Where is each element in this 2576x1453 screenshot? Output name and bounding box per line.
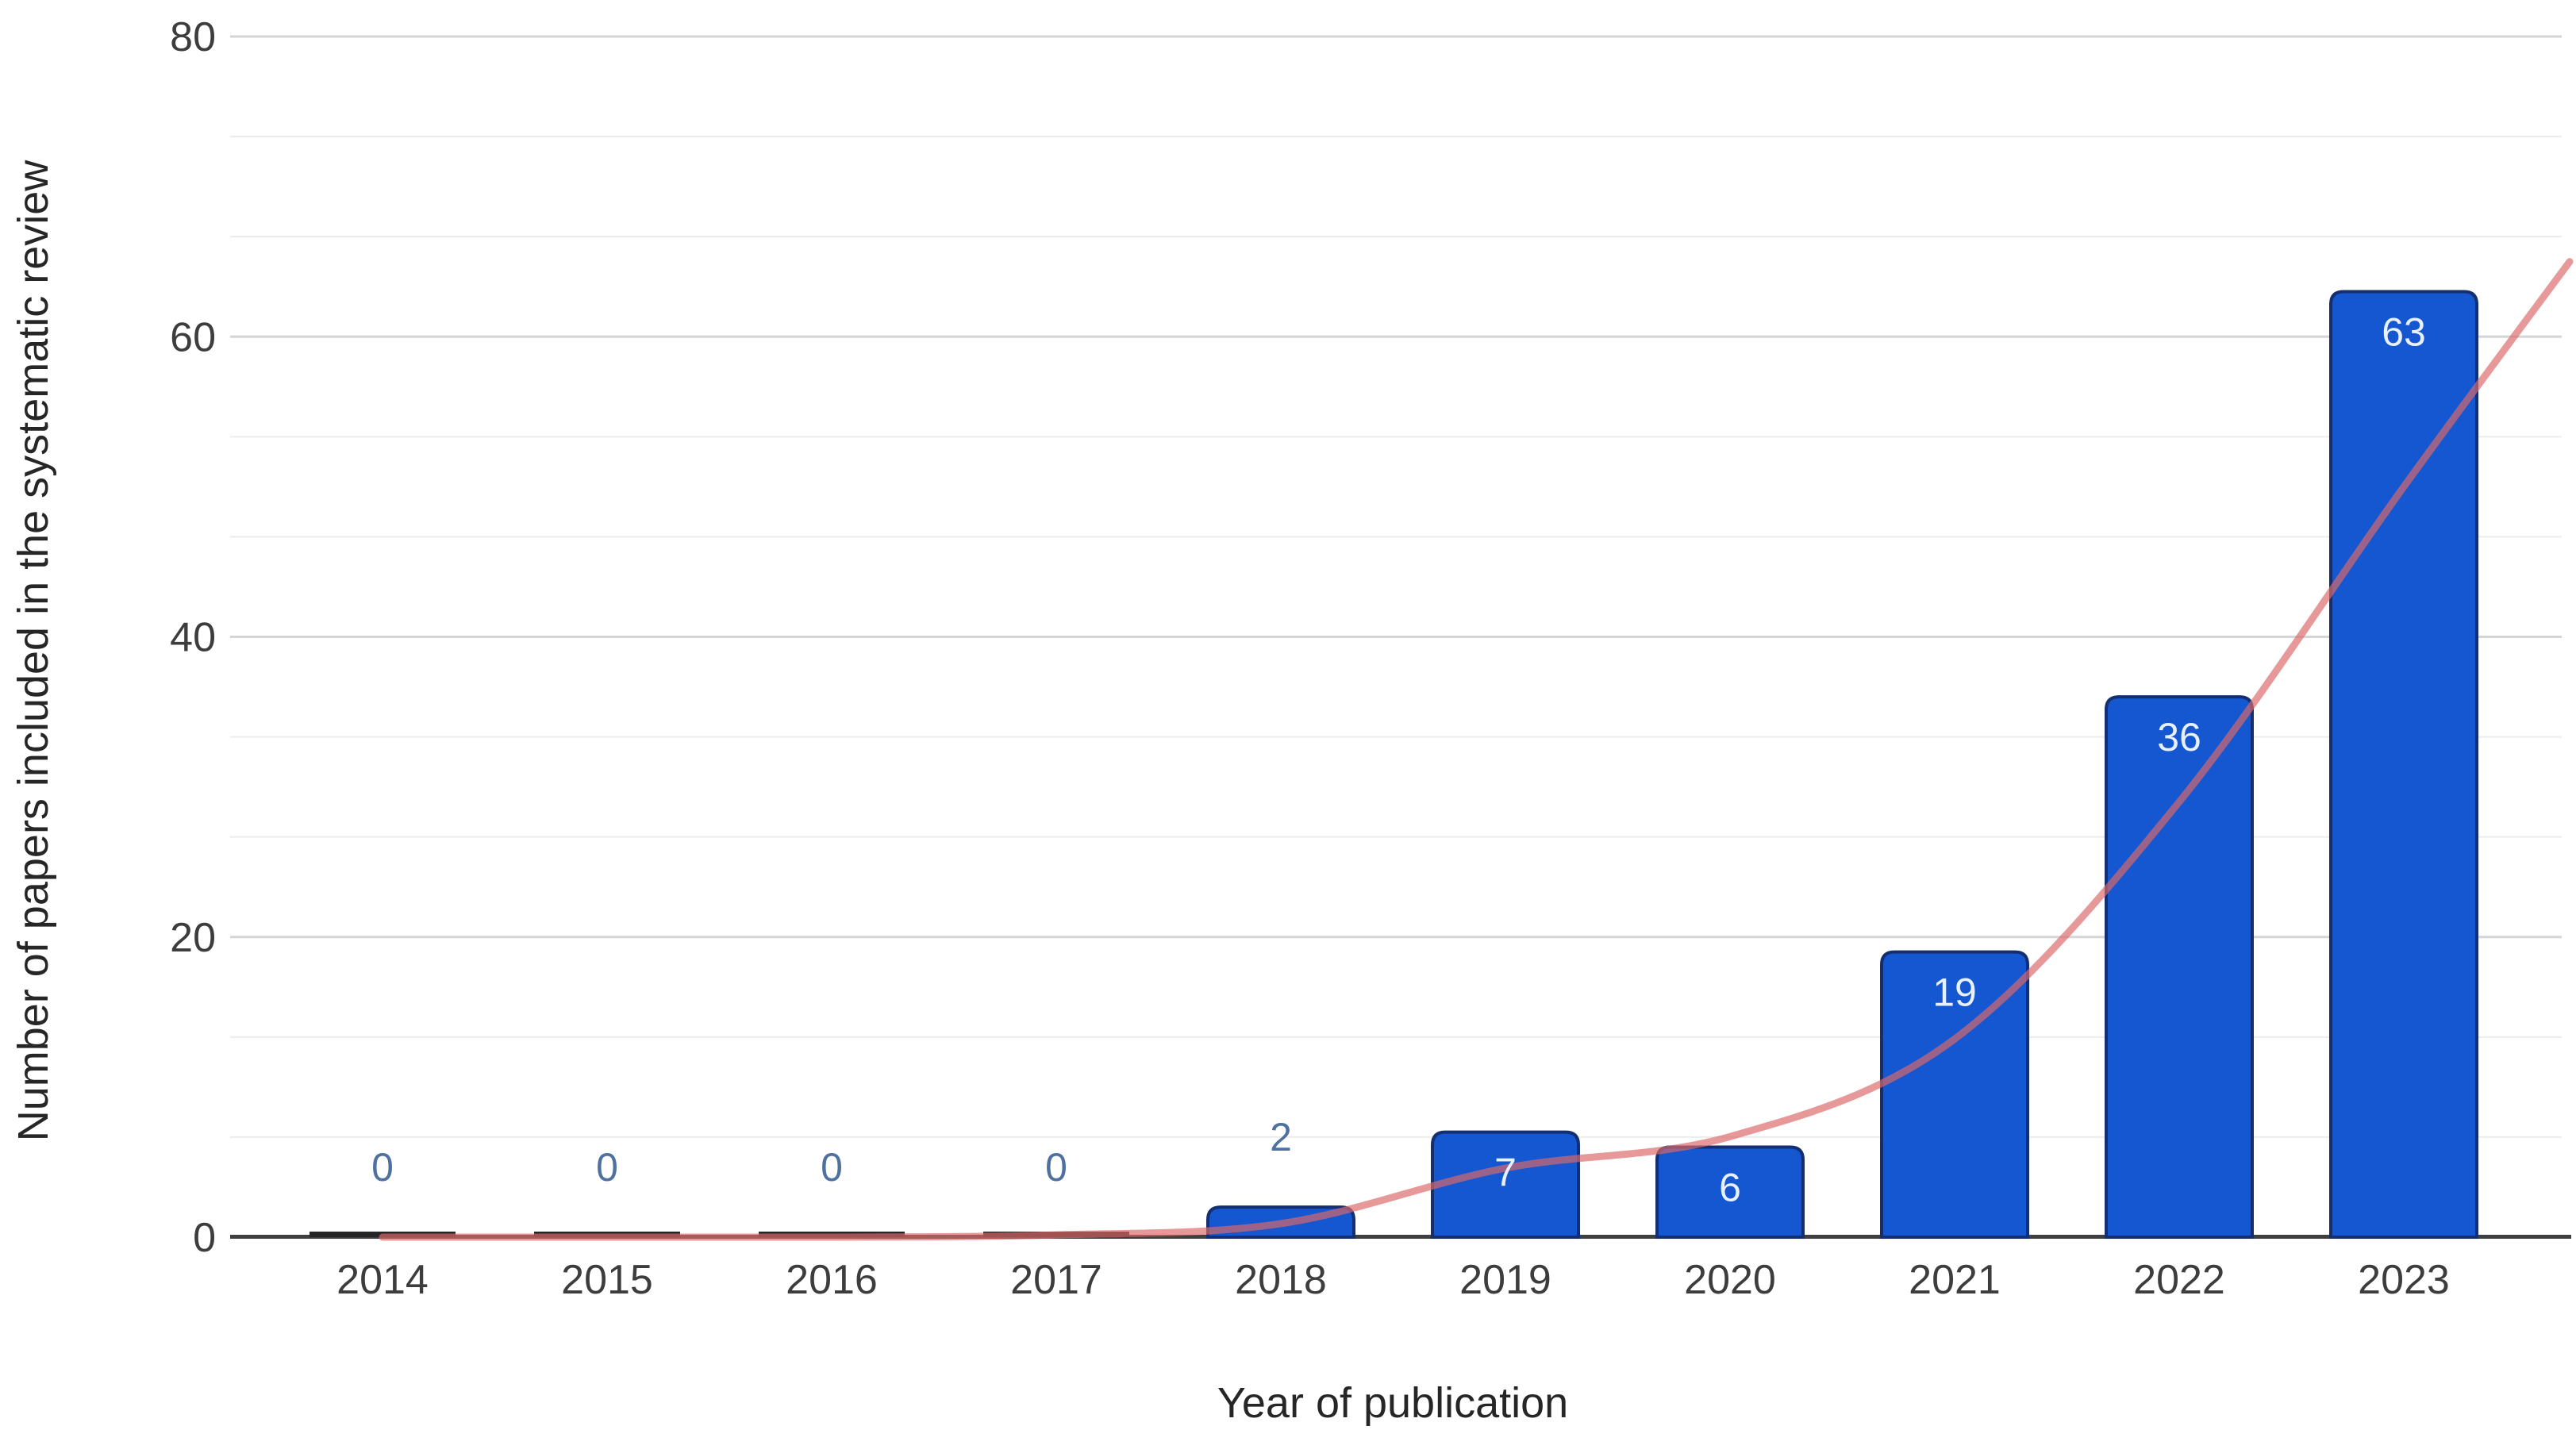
bar-value-label: 2 (1270, 1115, 1292, 1159)
y-axis-title: Number of papers included in the systema… (10, 160, 57, 1142)
x-tick-label: 2021 (1909, 1257, 2001, 1303)
x-tick-label: 2014 (336, 1257, 429, 1303)
x-tick-label: 2015 (561, 1257, 653, 1303)
x-tick-label: 2016 (786, 1257, 878, 1303)
x-tick-label: 2022 (2133, 1257, 2225, 1303)
bar-value-label: 7 (1494, 1151, 1517, 1195)
bar-value-label: 36 (2157, 715, 2201, 759)
y-tick-label: 60 (170, 314, 216, 360)
bar-value-label: 63 (2382, 310, 2426, 355)
y-tick-label: 80 (170, 14, 216, 60)
bar (1880, 950, 2029, 1239)
bar-value-label: 0 (1045, 1145, 1067, 1190)
bar-value-label: 19 (1932, 971, 1977, 1015)
bar-value-label: 0 (596, 1145, 618, 1190)
x-axis-title: Year of publication (1217, 1379, 1569, 1427)
bar-value-label: 0 (371, 1145, 394, 1190)
bar (1431, 1130, 1580, 1239)
x-tick-label: 2019 (1459, 1257, 1551, 1303)
y-tick-label: 20 (170, 915, 216, 961)
bar (2105, 695, 2254, 1239)
x-tick-label: 2018 (1235, 1257, 1327, 1303)
bar-value-label: 0 (821, 1145, 843, 1190)
x-axis-line (230, 1235, 2571, 1239)
bar-value-label: 6 (1719, 1166, 1741, 1210)
bar (2329, 290, 2478, 1239)
y-tick-label: 40 (170, 615, 216, 661)
x-tick-label: 2023 (2358, 1257, 2450, 1303)
y-tick-label: 0 (193, 1215, 216, 1261)
trendline (379, 258, 2574, 1241)
x-tick-label: 2020 (1684, 1257, 1776, 1303)
x-tick-label: 2017 (1010, 1257, 1102, 1303)
